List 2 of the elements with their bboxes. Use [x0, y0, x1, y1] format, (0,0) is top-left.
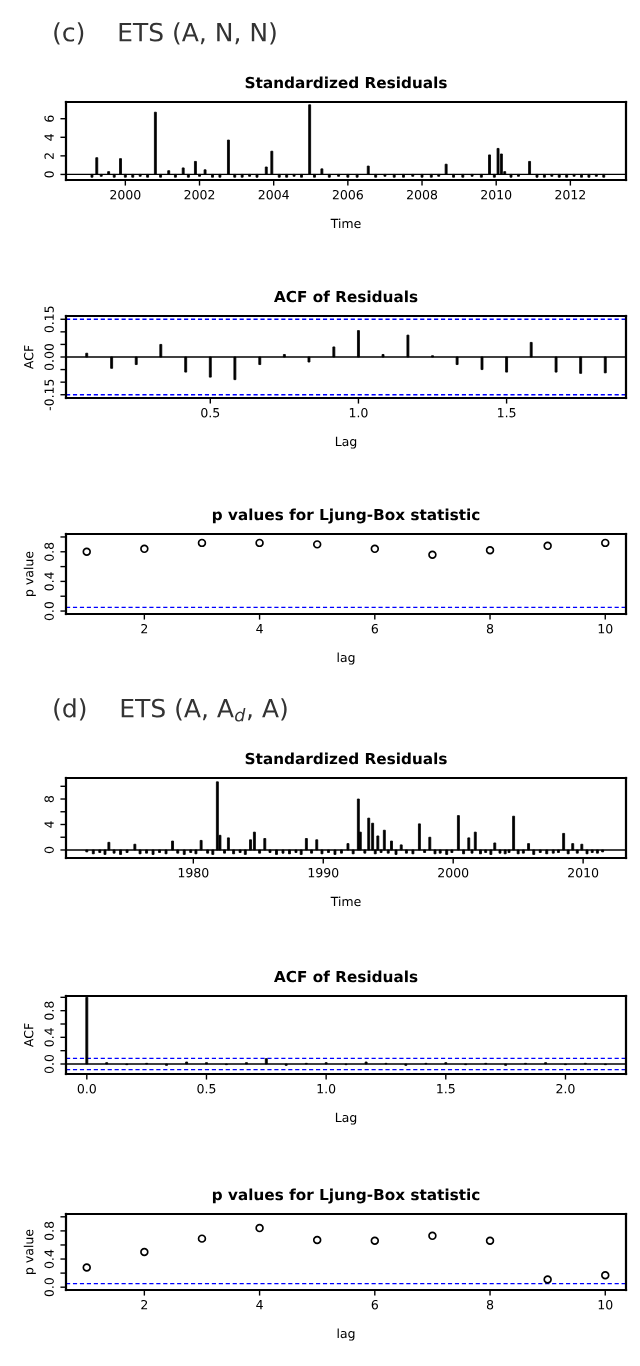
- text: (d) ETS (A, A$_{d}$, A): [54, 698, 287, 722]
- text: (c) ETS (A, N, N): [54, 22, 276, 45]
